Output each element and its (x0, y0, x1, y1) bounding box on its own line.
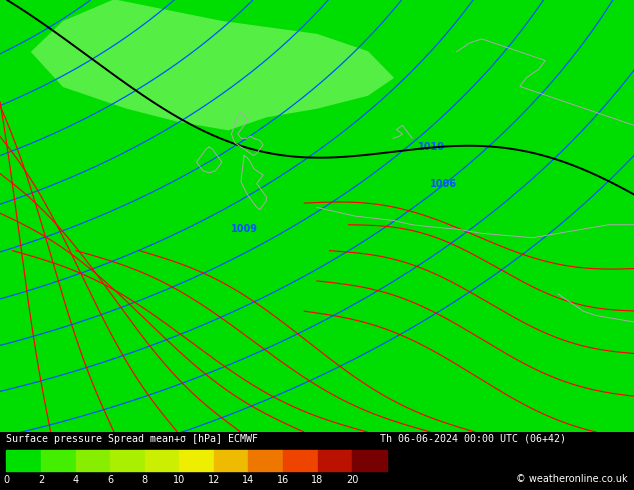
Text: Th 06-06-2024 00:00 UTC (06+42): Th 06-06-2024 00:00 UTC (06+42) (380, 434, 566, 444)
Bar (214, 449, 249, 471)
Bar (318, 449, 352, 471)
Bar (249, 449, 283, 471)
Text: 16: 16 (277, 475, 289, 485)
Bar (6, 449, 41, 471)
Text: 12: 12 (208, 475, 220, 485)
Text: 14: 14 (242, 475, 254, 485)
Text: 10: 10 (173, 475, 185, 485)
Text: 8: 8 (141, 475, 148, 485)
Text: Surface pressure Spread mean+σ [hPa] ECMWF: Surface pressure Spread mean+σ [hPa] ECM… (6, 434, 258, 444)
Bar (75, 449, 110, 471)
Text: 1010: 1010 (418, 142, 444, 152)
Polygon shape (32, 0, 393, 130)
Bar (110, 449, 145, 471)
Text: 6: 6 (107, 475, 113, 485)
Text: 18: 18 (311, 475, 324, 485)
Text: 4: 4 (72, 475, 79, 485)
Text: © weatheronline.co.uk: © weatheronline.co.uk (516, 474, 628, 484)
Text: 2: 2 (38, 475, 44, 485)
Bar (179, 449, 214, 471)
Bar (352, 449, 387, 471)
Text: 1009: 1009 (231, 224, 257, 234)
Text: 1006: 1006 (430, 179, 457, 189)
Bar (145, 449, 179, 471)
Text: 20: 20 (346, 475, 358, 485)
Bar (41, 449, 75, 471)
Bar (283, 449, 318, 471)
Text: 0: 0 (3, 475, 10, 485)
